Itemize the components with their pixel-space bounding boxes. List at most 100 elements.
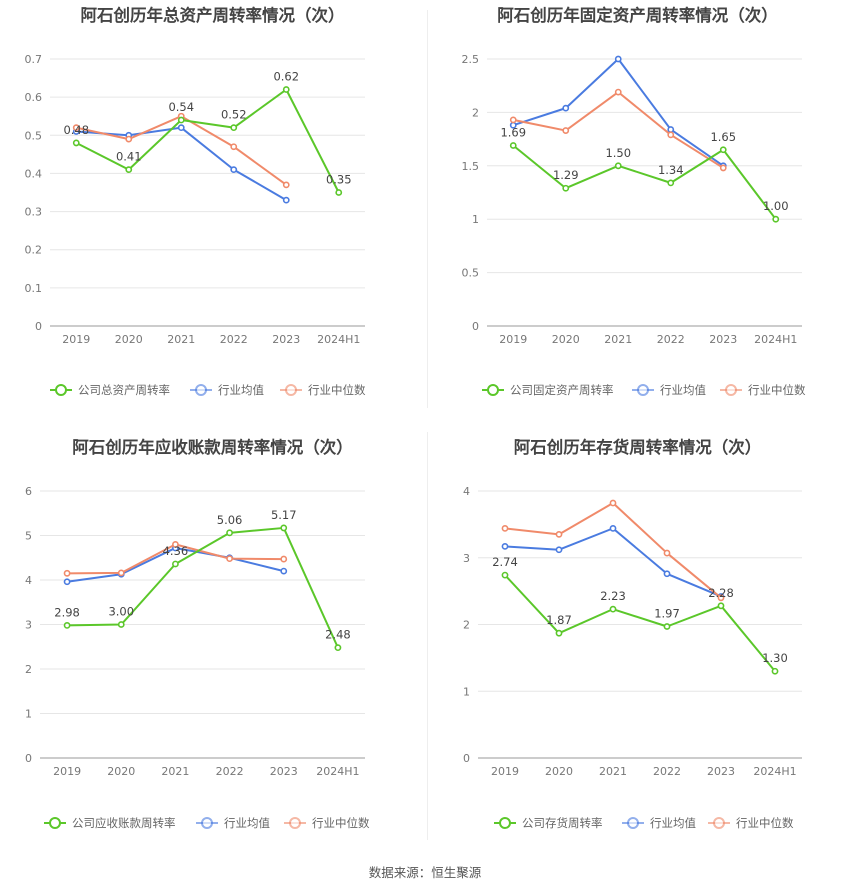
x-tick-label: 2020 (115, 333, 143, 346)
y-tick-label: 4 (25, 574, 32, 587)
x-tick-label: 2021 (604, 333, 632, 346)
y-tick-label: 1 (463, 685, 470, 698)
legend-marker (55, 384, 67, 396)
x-tick-label: 2021 (167, 333, 195, 346)
series-line (75, 88, 340, 193)
panel-divider (427, 432, 428, 840)
legend-marker (289, 817, 301, 829)
legend-marker (637, 384, 649, 396)
data-point (282, 181, 290, 189)
legend-marker (725, 384, 737, 396)
data-label: 1.65 (710, 130, 736, 144)
data-point (609, 524, 617, 532)
data-point (172, 560, 179, 568)
legend-label: 行业均值 (218, 383, 264, 397)
y-tick-label: 0.4 (25, 167, 43, 180)
y-tick-label: 0 (25, 752, 32, 765)
y-tick-label: 0.5 (25, 129, 43, 142)
data-point (72, 139, 80, 147)
data-label: 1.30 (762, 651, 788, 665)
data-point (226, 529, 233, 537)
y-tick-label: 0 (472, 320, 479, 333)
x-tick-label: 2022 (653, 765, 681, 778)
data-point (667, 179, 675, 187)
chart-title: 阿石创历年应收账款周转率情况（次） (72, 438, 353, 457)
data-label: 2.48 (325, 628, 351, 642)
data-point (230, 143, 238, 151)
legend-label: 公司固定资产周转率 (510, 383, 614, 397)
y-tick-label: 1 (25, 708, 32, 721)
chart-title: 阿石创历年固定资产周转率情况（次） (497, 6, 778, 25)
chart-title: 阿石创历年存货周转率情况（次） (513, 438, 762, 457)
y-tick-label: 2 (463, 619, 470, 632)
data-point (63, 621, 71, 629)
data-point (501, 571, 509, 579)
data-point (501, 543, 509, 550)
chart-svg: 0 0.1 0.2 0.3 0.4 0.5 0.6 0.7 2019 2020 2021 2022 20… (25, 53, 366, 397)
data-point (771, 667, 779, 675)
data-label: 3.00 (108, 605, 134, 619)
x-tick-label: 2022 (216, 765, 244, 778)
data-label: 0.54 (168, 100, 194, 114)
data-label: 2.23 (600, 589, 626, 603)
data-point (230, 124, 238, 132)
data-label: 5.06 (217, 513, 243, 527)
legend-label: 行业中位数 (736, 816, 794, 830)
x-tick-label: 2020 (107, 765, 135, 778)
data-point (614, 55, 622, 63)
data-point (63, 578, 71, 586)
data-point (172, 541, 179, 548)
x-tick-label: 2024H1 (317, 333, 360, 346)
x-tick-label: 2022 (220, 333, 248, 346)
data-label: 1.69 (500, 126, 526, 140)
data-point (117, 621, 125, 628)
x-tick-label: 2023 (270, 765, 298, 778)
legend-marker (499, 817, 511, 829)
data-label: 0.52 (221, 108, 247, 122)
x-tick-label: 2019 (491, 765, 519, 778)
y-tick-label: 1 (472, 213, 479, 226)
legend-label: 行业中位数 (312, 816, 370, 830)
x-tick-label: 2024H1 (754, 333, 797, 346)
y-tick-label: 0.2 (25, 244, 43, 257)
chart-svg: 0 1 2 3 4 2019 2020 2021 2022 2023 2024H1 2.74 1.87 2… (463, 485, 802, 830)
data-point (719, 146, 727, 154)
y-tick-label: 0 (35, 320, 42, 333)
chart-svg: 0 0.5 1 1.5 2 2.5 2019 2020 2021 2022 2023 2024H1 1.… (462, 53, 806, 397)
data-point (280, 524, 288, 532)
legend-marker (49, 817, 61, 829)
panel-divider (427, 10, 428, 408)
data-label: 0.62 (273, 70, 299, 84)
chart-svg: 0 1 2 3 4 5 6 2019 2020 2021 2022 2023 2024H1 2.98 3.0… (25, 485, 370, 830)
data-point (280, 567, 288, 575)
data-point (125, 166, 133, 174)
x-tick-label: 2019 (62, 333, 90, 346)
data-point (501, 524, 509, 532)
series-line (504, 527, 722, 598)
legend-marker (487, 384, 499, 396)
data-point (719, 164, 727, 172)
x-tick-label: 2024H1 (316, 765, 359, 778)
data-point (614, 162, 622, 170)
data-point (667, 131, 675, 139)
data-point (125, 135, 133, 143)
data-label: 0.48 (63, 123, 89, 137)
data-point (334, 644, 342, 652)
data-label: 0.35 (326, 173, 352, 187)
data-point (717, 602, 725, 610)
legend-label: 行业均值 (650, 816, 696, 830)
data-point (230, 166, 238, 174)
data-point (177, 124, 185, 132)
data-label: 5.17 (271, 508, 297, 522)
y-tick-label: 3 (25, 619, 32, 632)
data-label: 2.28 (708, 586, 734, 600)
legend-marker (627, 817, 639, 829)
y-tick-label: 0 (463, 752, 470, 765)
y-tick-label: 1.5 (462, 160, 480, 173)
data-point (509, 142, 517, 149)
chart-panel-fixed-asset: 阿石创历年固定资产周转率情况（次） 0 0.5 1 1.5 2 2.5 2019 2020 20… (425, 0, 850, 432)
y-tick-label: 0.7 (25, 53, 43, 66)
x-tick-label: 2023 (272, 333, 300, 346)
legend-marker (285, 384, 297, 396)
data-point (280, 555, 288, 563)
